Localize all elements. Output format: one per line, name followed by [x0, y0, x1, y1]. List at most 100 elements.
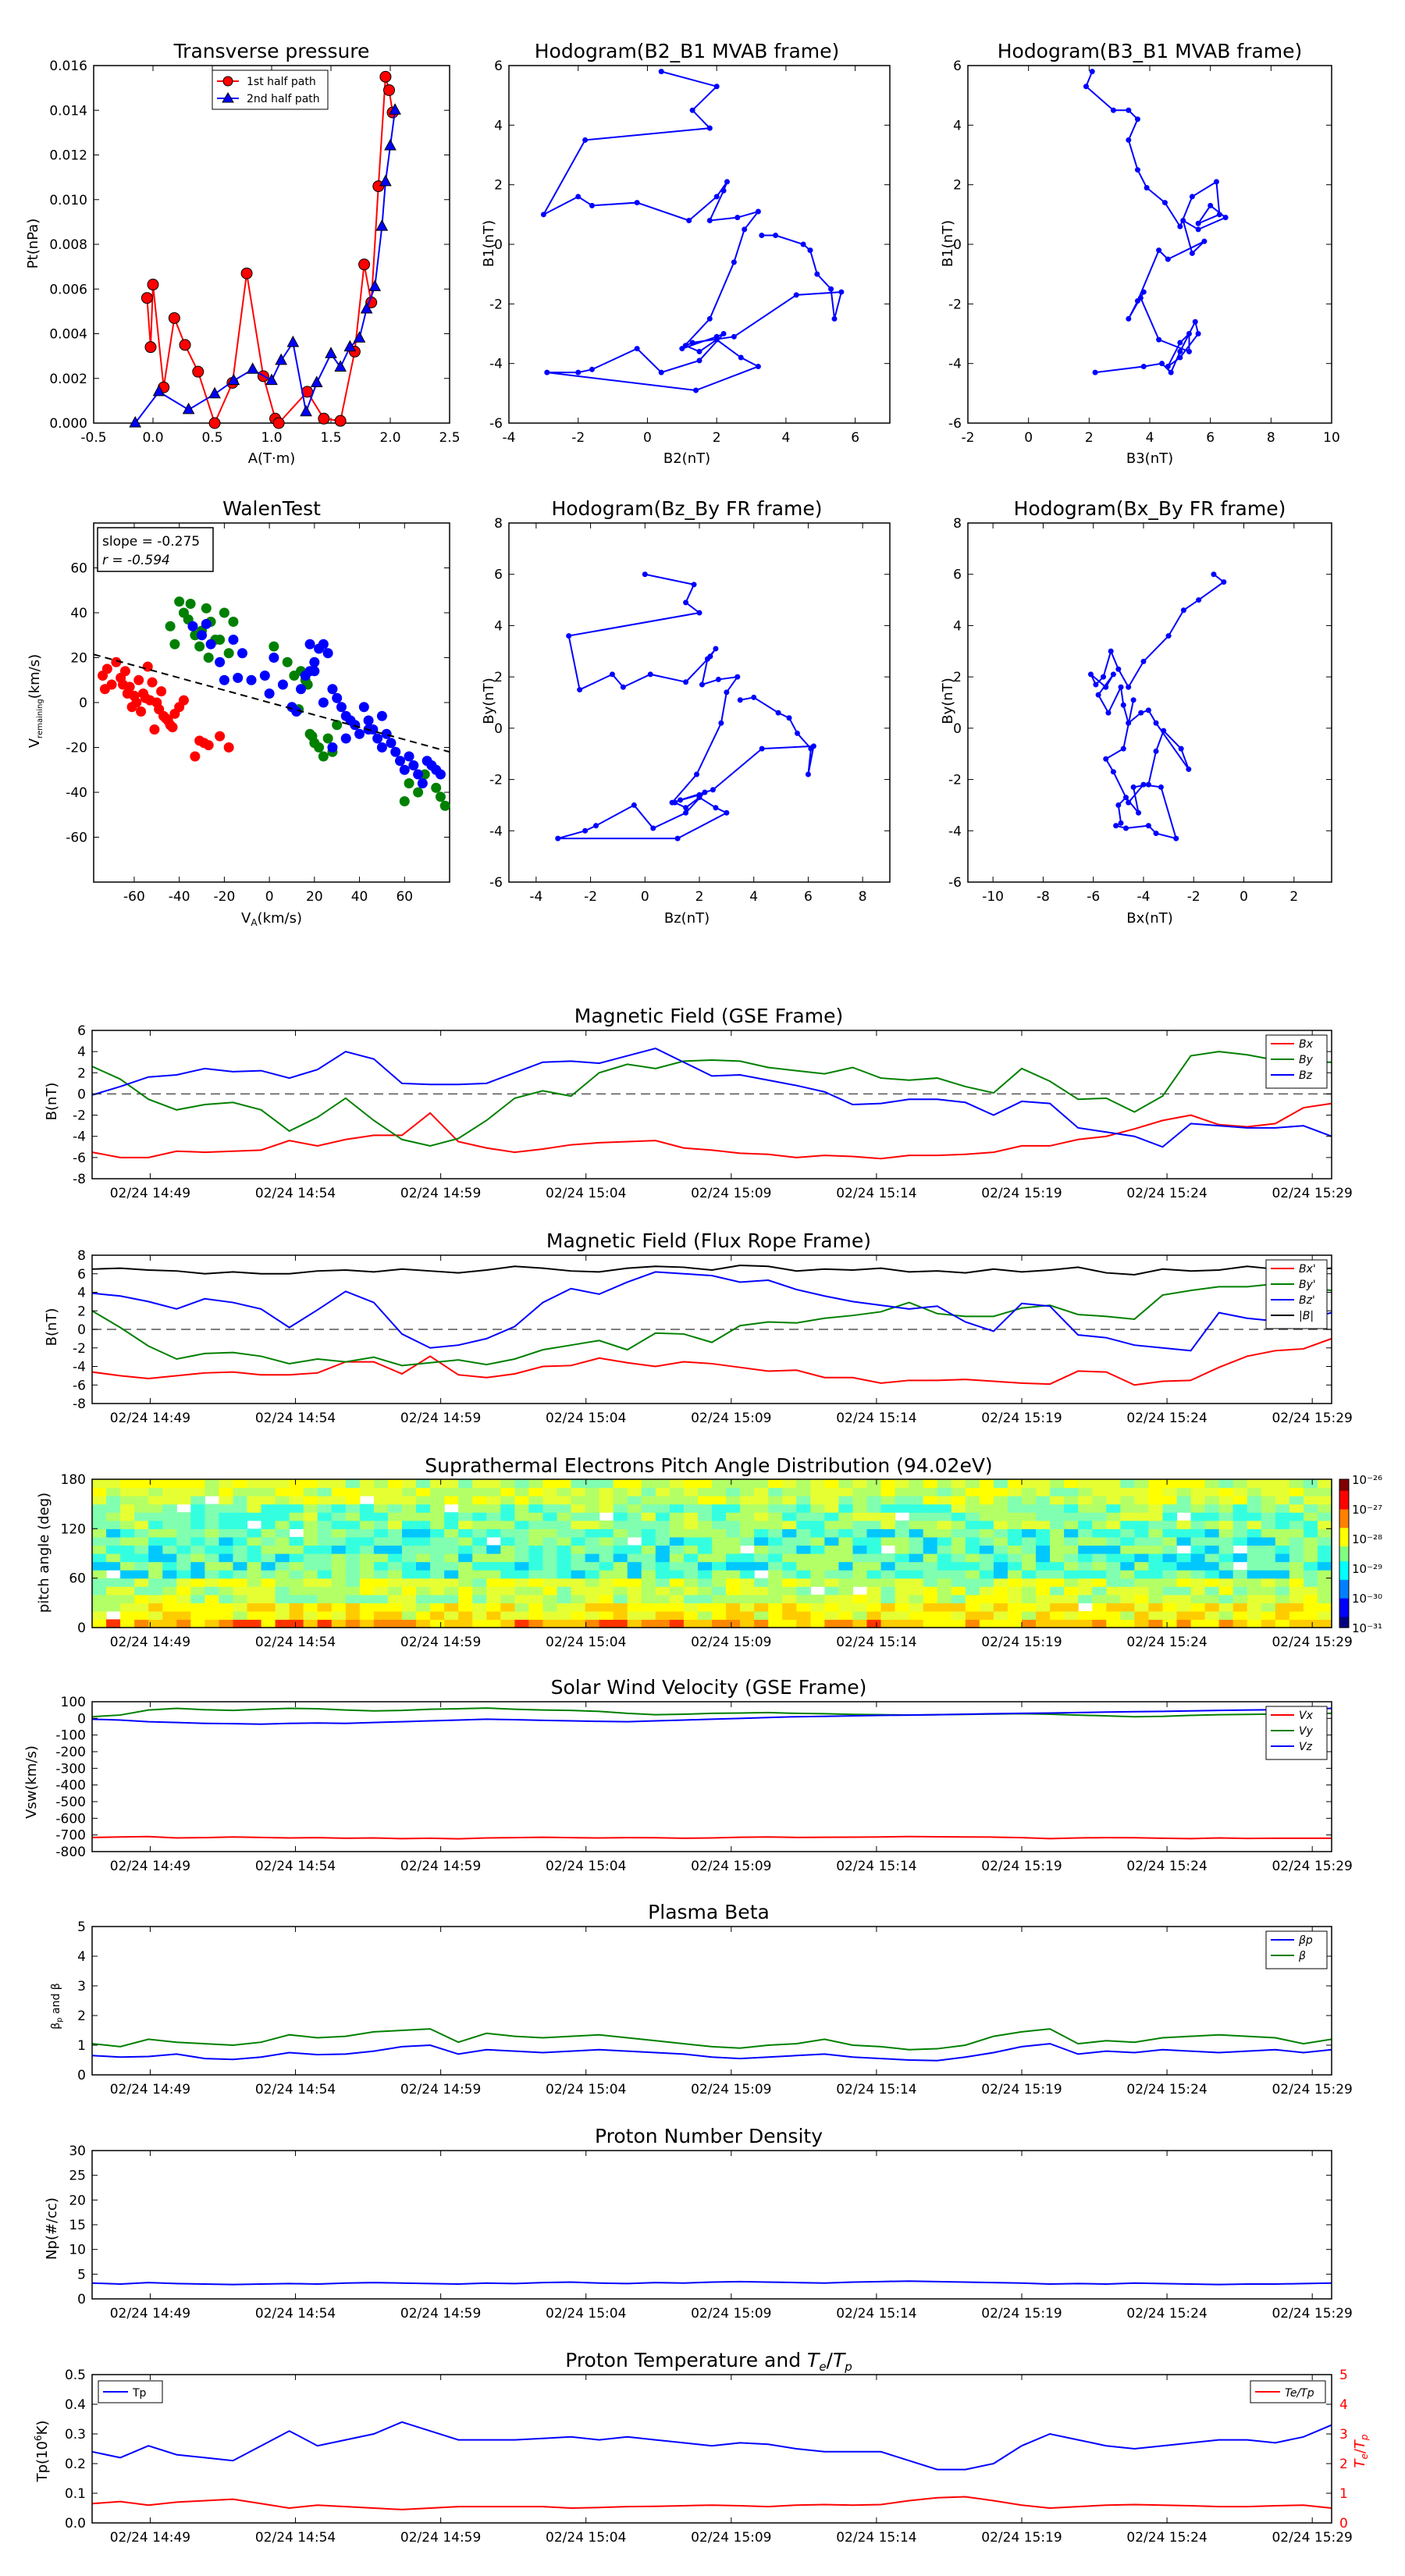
heatmap-cell — [1092, 1619, 1107, 1628]
x-tick-label: 02/24 15:14 — [836, 1635, 916, 1650]
heatmap-cell — [317, 1561, 333, 1571]
heatmap-cell — [1036, 1512, 1051, 1521]
heatmap-cell — [458, 1496, 473, 1505]
heatmap-cell — [965, 1586, 980, 1596]
x-tick-label: 02/24 14:49 — [110, 2306, 190, 2322]
y-tick-label: 0.014 — [49, 103, 87, 119]
y-tick-label: -400 — [55, 1778, 86, 1794]
y-tick-label: -60 — [66, 831, 87, 846]
heatmap-cell — [444, 1610, 459, 1621]
heatmap-cell — [92, 1520, 107, 1529]
heatmap-cell — [430, 1487, 445, 1496]
heatmap-cell — [740, 1586, 755, 1596]
heatmap-cell — [1120, 1578, 1135, 1587]
y-tick-label: 0.0 — [65, 2516, 86, 2532]
heatmap-cell — [557, 1536, 572, 1546]
panel-pitch-angle-distribution: Suprathermal Electrons Pitch Angle Distr… — [36, 1454, 1382, 1650]
heatmap-cell — [880, 1610, 896, 1621]
y-tick-label-right: 5 — [1339, 2368, 1348, 2383]
data-point — [208, 386, 221, 399]
heatmap-cell — [458, 1619, 473, 1628]
heatmap-cell — [585, 1553, 600, 1563]
data-point — [1222, 215, 1229, 221]
panel-solar-wind-velocity: Solar Wind Velocity (GSE Frame) -800-700… — [23, 1676, 1353, 1874]
heatmap-cell — [683, 1570, 699, 1579]
heatmap-cell — [1289, 1487, 1304, 1496]
heatmap-cell — [472, 1512, 487, 1521]
heatmap-cell — [796, 1610, 811, 1621]
heatmap-cell — [1176, 1479, 1192, 1489]
heatmap-cell — [993, 1570, 1008, 1579]
heatmap-cell — [796, 1503, 811, 1513]
heatmap-cell — [895, 1503, 910, 1513]
heatmap-cell — [585, 1503, 600, 1513]
heatmap-cell — [190, 1619, 205, 1628]
heatmap-cell — [359, 1586, 375, 1596]
heatmap-cell — [176, 1520, 191, 1529]
heatmap-cell — [880, 1512, 896, 1521]
heatmap-cell — [1050, 1578, 1065, 1587]
heatmap-cell — [697, 1553, 713, 1563]
data-point — [277, 679, 288, 690]
data-point — [1211, 571, 1217, 578]
colorbar-cell — [1339, 1535, 1349, 1539]
heatmap-cell — [1036, 1603, 1051, 1612]
heatmap-cell — [993, 1496, 1008, 1505]
heatmap-cell — [1176, 1603, 1192, 1612]
heatmap-cell — [1078, 1553, 1093, 1563]
y-tick-label: 5 — [77, 2267, 86, 2282]
heatmap-cell — [782, 1619, 797, 1628]
heatmap-cell — [1148, 1603, 1164, 1612]
heatmap-cell — [571, 1545, 586, 1554]
heatmap-cell — [838, 1536, 854, 1546]
heatmap-cell — [557, 1610, 572, 1621]
colorbar-cell — [1339, 1605, 1349, 1610]
heatmap-cell — [106, 1487, 121, 1496]
heatmap-cell — [148, 1536, 163, 1546]
heatmap-cell — [430, 1545, 445, 1554]
heatmap-cell — [275, 1512, 290, 1521]
heatmap-cell — [937, 1487, 952, 1496]
heatmap-cell — [92, 1503, 107, 1513]
heatmap-cell — [965, 1619, 980, 1628]
heatmap-cell — [866, 1553, 882, 1563]
y-tick-label: 4 — [494, 118, 503, 133]
heatmap-cell — [965, 1545, 980, 1554]
y-tick-label-right: 4 — [1339, 2397, 1348, 2413]
heatmap-cell — [782, 1594, 797, 1603]
heatmap-cell — [1120, 1619, 1135, 1628]
heatmap-cell — [683, 1536, 699, 1546]
heatmap-cell — [472, 1594, 487, 1603]
colorbar-cell — [1339, 1542, 1349, 1547]
heatmap-cell — [317, 1487, 333, 1496]
y-tick-label: -6 — [948, 875, 962, 891]
heatmap-cell — [458, 1503, 473, 1513]
heatmap-cell — [205, 1594, 220, 1603]
heatmap-cell — [444, 1512, 459, 1521]
data-point — [713, 646, 719, 652]
heatmap-cell — [416, 1487, 431, 1496]
y-tick-label: 0 — [494, 237, 503, 253]
heatmap-cell — [1022, 1553, 1037, 1563]
heatmap-cell — [641, 1512, 656, 1521]
heatmap-cell — [810, 1503, 825, 1513]
y-tick-label: -2 — [73, 1108, 86, 1124]
heatmap-cell — [571, 1520, 586, 1529]
y-tick-label: 6 — [77, 1023, 86, 1039]
heatmap-cell — [754, 1561, 769, 1571]
heatmap-cell — [1134, 1528, 1150, 1538]
heatmap-cell — [880, 1594, 896, 1603]
heatmap-cell — [289, 1479, 304, 1489]
data-point — [1213, 179, 1219, 185]
heatmap-cell — [951, 1570, 966, 1579]
colorbar-cell — [1339, 1564, 1349, 1569]
x-tick-label: 02/24 15:14 — [836, 2306, 916, 2322]
heatmap-cell — [1092, 1570, 1107, 1579]
data-point — [336, 702, 347, 713]
heatmap-cell — [148, 1545, 163, 1554]
y-tick-label: -2 — [948, 773, 962, 788]
heatmap-cell — [387, 1594, 403, 1603]
heatmap-cell — [289, 1619, 304, 1628]
heatmap-cell — [514, 1553, 530, 1563]
heatmap-cell — [655, 1553, 670, 1563]
